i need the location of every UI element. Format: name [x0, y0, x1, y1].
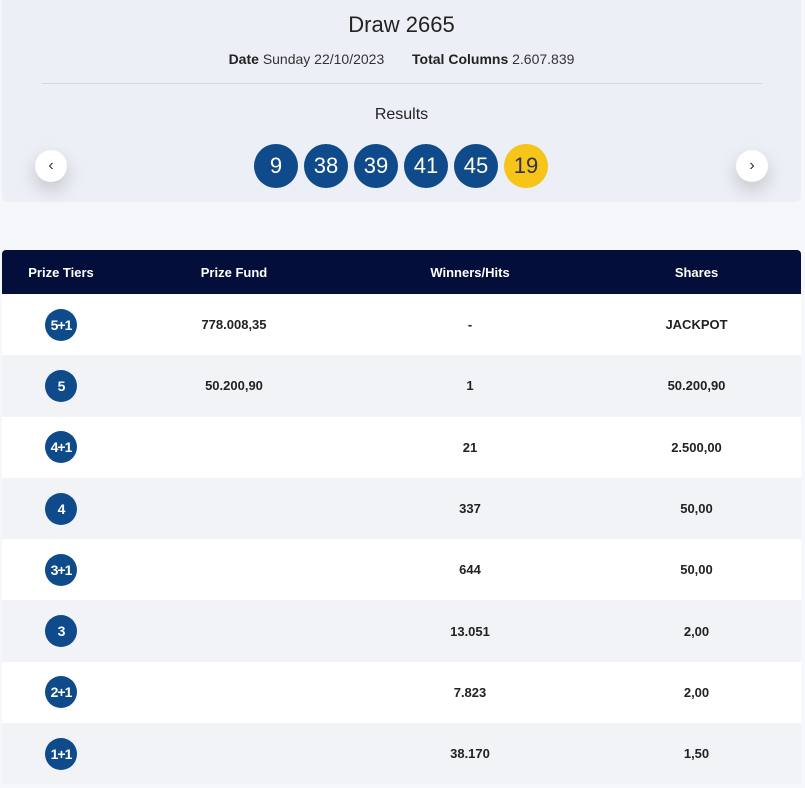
tier-badge: 1+1: [45, 737, 77, 770]
winners-cell: 1: [466, 378, 474, 394]
total-columns-value: 2.607.839: [512, 51, 575, 67]
result-ball: 38: [304, 144, 348, 188]
table-row: 4+1 21 2.500,00: [2, 416, 801, 478]
header-winners: Winners/Hits: [430, 264, 510, 280]
table-row: 3+1 644 50,00: [2, 539, 801, 601]
winners-cell: 7.823: [453, 684, 487, 700]
table-row: 5 50.200,90 1 50.200,90: [2, 355, 801, 417]
chevron-left-icon: ‹: [48, 157, 54, 174]
winners-cell: 13.051: [450, 623, 490, 639]
shares-cell: JACKPOT: [665, 317, 728, 333]
tier-badge: 4: [45, 492, 77, 525]
result-ball: 9: [254, 144, 298, 188]
header-shares: Shares: [674, 264, 719, 280]
date-label: Date: [228, 51, 259, 67]
next-draw-button[interactable]: ›: [736, 150, 768, 182]
result-ball: 39: [354, 144, 398, 188]
shares-cell: 2.500,00: [671, 439, 722, 455]
draw-title: Draw 2665: [348, 12, 455, 37]
table-row: 4 337 50,00: [2, 477, 801, 540]
shares-cell: 2,00: [683, 623, 710, 639]
winners-cell: 337: [459, 501, 481, 517]
prize-fund-cell: 778.008,35: [201, 317, 267, 333]
bonus-ball: 19: [504, 144, 548, 188]
tier-badge: 4+1: [45, 431, 77, 464]
table-header: Prize Tiers Prize Fund Winners/Hits Shar…: [2, 250, 801, 294]
shares-cell: 50.200,90: [667, 378, 726, 394]
tier-badge: 3+1: [45, 553, 77, 586]
shares-cell: 1,50: [683, 746, 710, 762]
tier-badge: 5: [45, 369, 77, 402]
results-label: Results: [374, 106, 429, 123]
table-row: 1+1 38.170 1,50: [2, 723, 801, 785]
header-prize-tiers: Prize Tiers: [28, 264, 94, 280]
tier-badge: 3: [45, 615, 77, 648]
total-columns-label: Total Columns: [412, 51, 509, 67]
result-numbers: 9 38 39 41 45 19: [254, 144, 548, 188]
shares-cell: 50,00: [680, 562, 713, 578]
winners-cell: 21: [462, 439, 478, 455]
draw-summary-card: Draw 2665 Date Sunday 22/10/2023 Total C…: [2, 0, 801, 202]
table-row: 5+1 778.008,35 - JACKPOT: [2, 294, 801, 356]
previous-draw-button[interactable]: ‹: [35, 150, 67, 182]
winners-cell: 38.170: [450, 746, 490, 762]
header-prize-fund: Prize Fund: [200, 264, 268, 280]
prize-fund-cell: 50.200,90: [205, 378, 263, 394]
table-row: 3 13.051 2,00: [2, 600, 801, 662]
shares-cell: 2,00: [683, 684, 710, 700]
prize-table: Prize Tiers Prize Fund Winners/Hits Shar…: [2, 250, 801, 785]
table-row: 2+1 7.823 2,00: [2, 661, 801, 724]
result-ball: 41: [404, 144, 448, 188]
chevron-right-icon: ›: [749, 157, 755, 174]
winners-cell: 644: [459, 562, 481, 578]
winners-cell: -: [467, 317, 473, 333]
draw-meta: Date Sunday 22/10/2023 Total Columns 2.6…: [2, 51, 801, 67]
shares-cell: 50,00: [680, 501, 713, 517]
tier-badge: 2+1: [45, 676, 77, 709]
tier-badge: 5+1: [45, 308, 77, 341]
divider: [42, 83, 762, 84]
result-ball: 45: [454, 144, 498, 188]
date-value: Sunday 22/10/2023: [262, 51, 385, 67]
